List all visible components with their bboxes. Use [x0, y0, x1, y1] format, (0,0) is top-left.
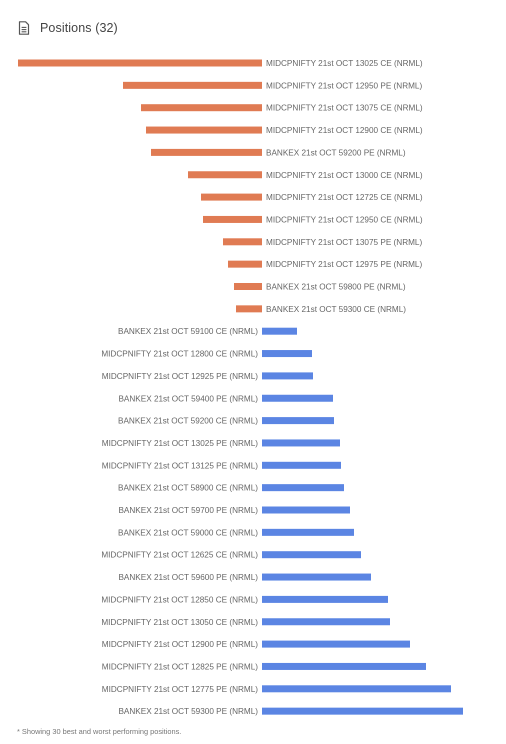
bar-profit[interactable]	[262, 707, 463, 715]
bar-profit[interactable]	[262, 662, 426, 670]
bar-label: MIDCPNIFTY 21st OCT 13025 CE (NRML)	[266, 59, 423, 68]
bar-label: BANKEX 21st OCT 59700 PE (NRML)	[118, 506, 258, 515]
bar-label: MIDCPNIFTY 21st OCT 13050 CE (NRML)	[101, 618, 258, 627]
bar-label: MIDCPNIFTY 21st OCT 12825 PE (NRML)	[102, 662, 258, 671]
bar-label: MIDCPNIFTY 21st OCT 12925 PE (NRML)	[102, 372, 258, 381]
bar-profit[interactable]	[262, 484, 344, 492]
bar-label: MIDCPNIFTY 21st OCT 12950 CE (NRML)	[266, 215, 423, 224]
bar-label: MIDCPNIFTY 21st OCT 12775 PE (NRML)	[102, 685, 258, 694]
bar-label: MIDCPNIFTY 21st OCT 13125 PE (NRML)	[102, 461, 258, 470]
bar-profit[interactable]	[262, 372, 313, 380]
bar-label: BANKEX 21st OCT 59200 PE (NRML)	[266, 148, 406, 157]
bar-label: MIDCPNIFTY 21st OCT 12900 CE (NRML)	[266, 126, 423, 135]
bar-loss[interactable]	[151, 148, 262, 156]
bar-label: MIDCPNIFTY 21st OCT 12900 PE (NRML)	[102, 640, 258, 649]
positions-title: Positions (32)	[40, 21, 118, 35]
bar-profit[interactable]	[262, 685, 451, 693]
bar-label: MIDCPNIFTY 21st OCT 12950 PE (NRML)	[266, 81, 422, 90]
bar-profit[interactable]	[262, 618, 390, 626]
bar-profit[interactable]	[262, 350, 312, 358]
bar-loss[interactable]	[236, 305, 262, 313]
bar-profit[interactable]	[262, 551, 361, 559]
bar-loss[interactable]	[18, 59, 262, 67]
bar-label: BANKEX 21st OCT 59100 CE (NRML)	[118, 327, 258, 336]
positions-header: Positions (32)	[18, 18, 118, 38]
bar-label: BANKEX 21st OCT 59600 PE (NRML)	[118, 573, 258, 582]
bar-label: BANKEX 21st OCT 59800 PE (NRML)	[266, 283, 406, 292]
bar-loss[interactable]	[234, 283, 262, 290]
bar-label: MIDCPNIFTY 21st OCT 13075 PE (NRML)	[266, 238, 422, 247]
bar-profit[interactable]	[262, 506, 350, 514]
bar-label: MIDCPNIFTY 21st OCT 13075 CE (NRML)	[266, 104, 423, 113]
bar-profit[interactable]	[262, 528, 354, 536]
bar-label: MIDCPNIFTY 21st OCT 12725 CE (NRML)	[266, 193, 423, 202]
bar-loss[interactable]	[146, 126, 262, 134]
bar-profit[interactable]	[262, 417, 334, 425]
bar-loss[interactable]	[201, 193, 262, 201]
bar-label: MIDCPNIFTY 21st OCT 13025 PE (NRML)	[102, 439, 258, 448]
bar-profit[interactable]	[262, 327, 297, 335]
bar-label: MIDCPNIFTY 21st OCT 13000 CE (NRML)	[266, 171, 423, 180]
bar-profit[interactable]	[262, 595, 388, 603]
bar-label: BANKEX 21st OCT 59300 PE (NRML)	[118, 707, 258, 716]
bar-profit[interactable]	[262, 573, 371, 581]
bar-loss[interactable]	[188, 171, 262, 179]
bar-label: BANKEX 21st OCT 59000 CE (NRML)	[118, 528, 258, 537]
bar-profit[interactable]	[262, 461, 341, 469]
bar-loss[interactable]	[203, 215, 262, 223]
document-icon	[18, 21, 30, 35]
bar-label: MIDCPNIFTY 21st OCT 12800 CE (NRML)	[101, 350, 258, 359]
bar-label: MIDCPNIFTY 21st OCT 12625 CE (NRML)	[101, 551, 258, 560]
bar-label: BANKEX 21st OCT 59300 CE (NRML)	[266, 305, 406, 314]
bar-label: MIDCPNIFTY 21st OCT 12975 PE (NRML)	[266, 260, 422, 269]
bar-profit[interactable]	[262, 439, 340, 447]
bar-profit[interactable]	[262, 640, 410, 648]
bar-loss[interactable]	[141, 104, 262, 112]
footnote: * Showing 30 best and worst performing p…	[17, 727, 182, 736]
bar-label: BANKEX 21st OCT 58900 CE (NRML)	[118, 484, 258, 493]
bar-label: MIDCPNIFTY 21st OCT 12850 CE (NRML)	[101, 595, 258, 604]
bar-profit[interactable]	[262, 394, 333, 402]
bar-label: BANKEX 21st OCT 59400 PE (NRML)	[118, 394, 258, 403]
bar-loss[interactable]	[228, 260, 262, 268]
bar-loss[interactable]	[223, 238, 262, 246]
bar-loss[interactable]	[123, 81, 262, 89]
bar-label: BANKEX 21st OCT 59200 CE (NRML)	[118, 417, 258, 426]
